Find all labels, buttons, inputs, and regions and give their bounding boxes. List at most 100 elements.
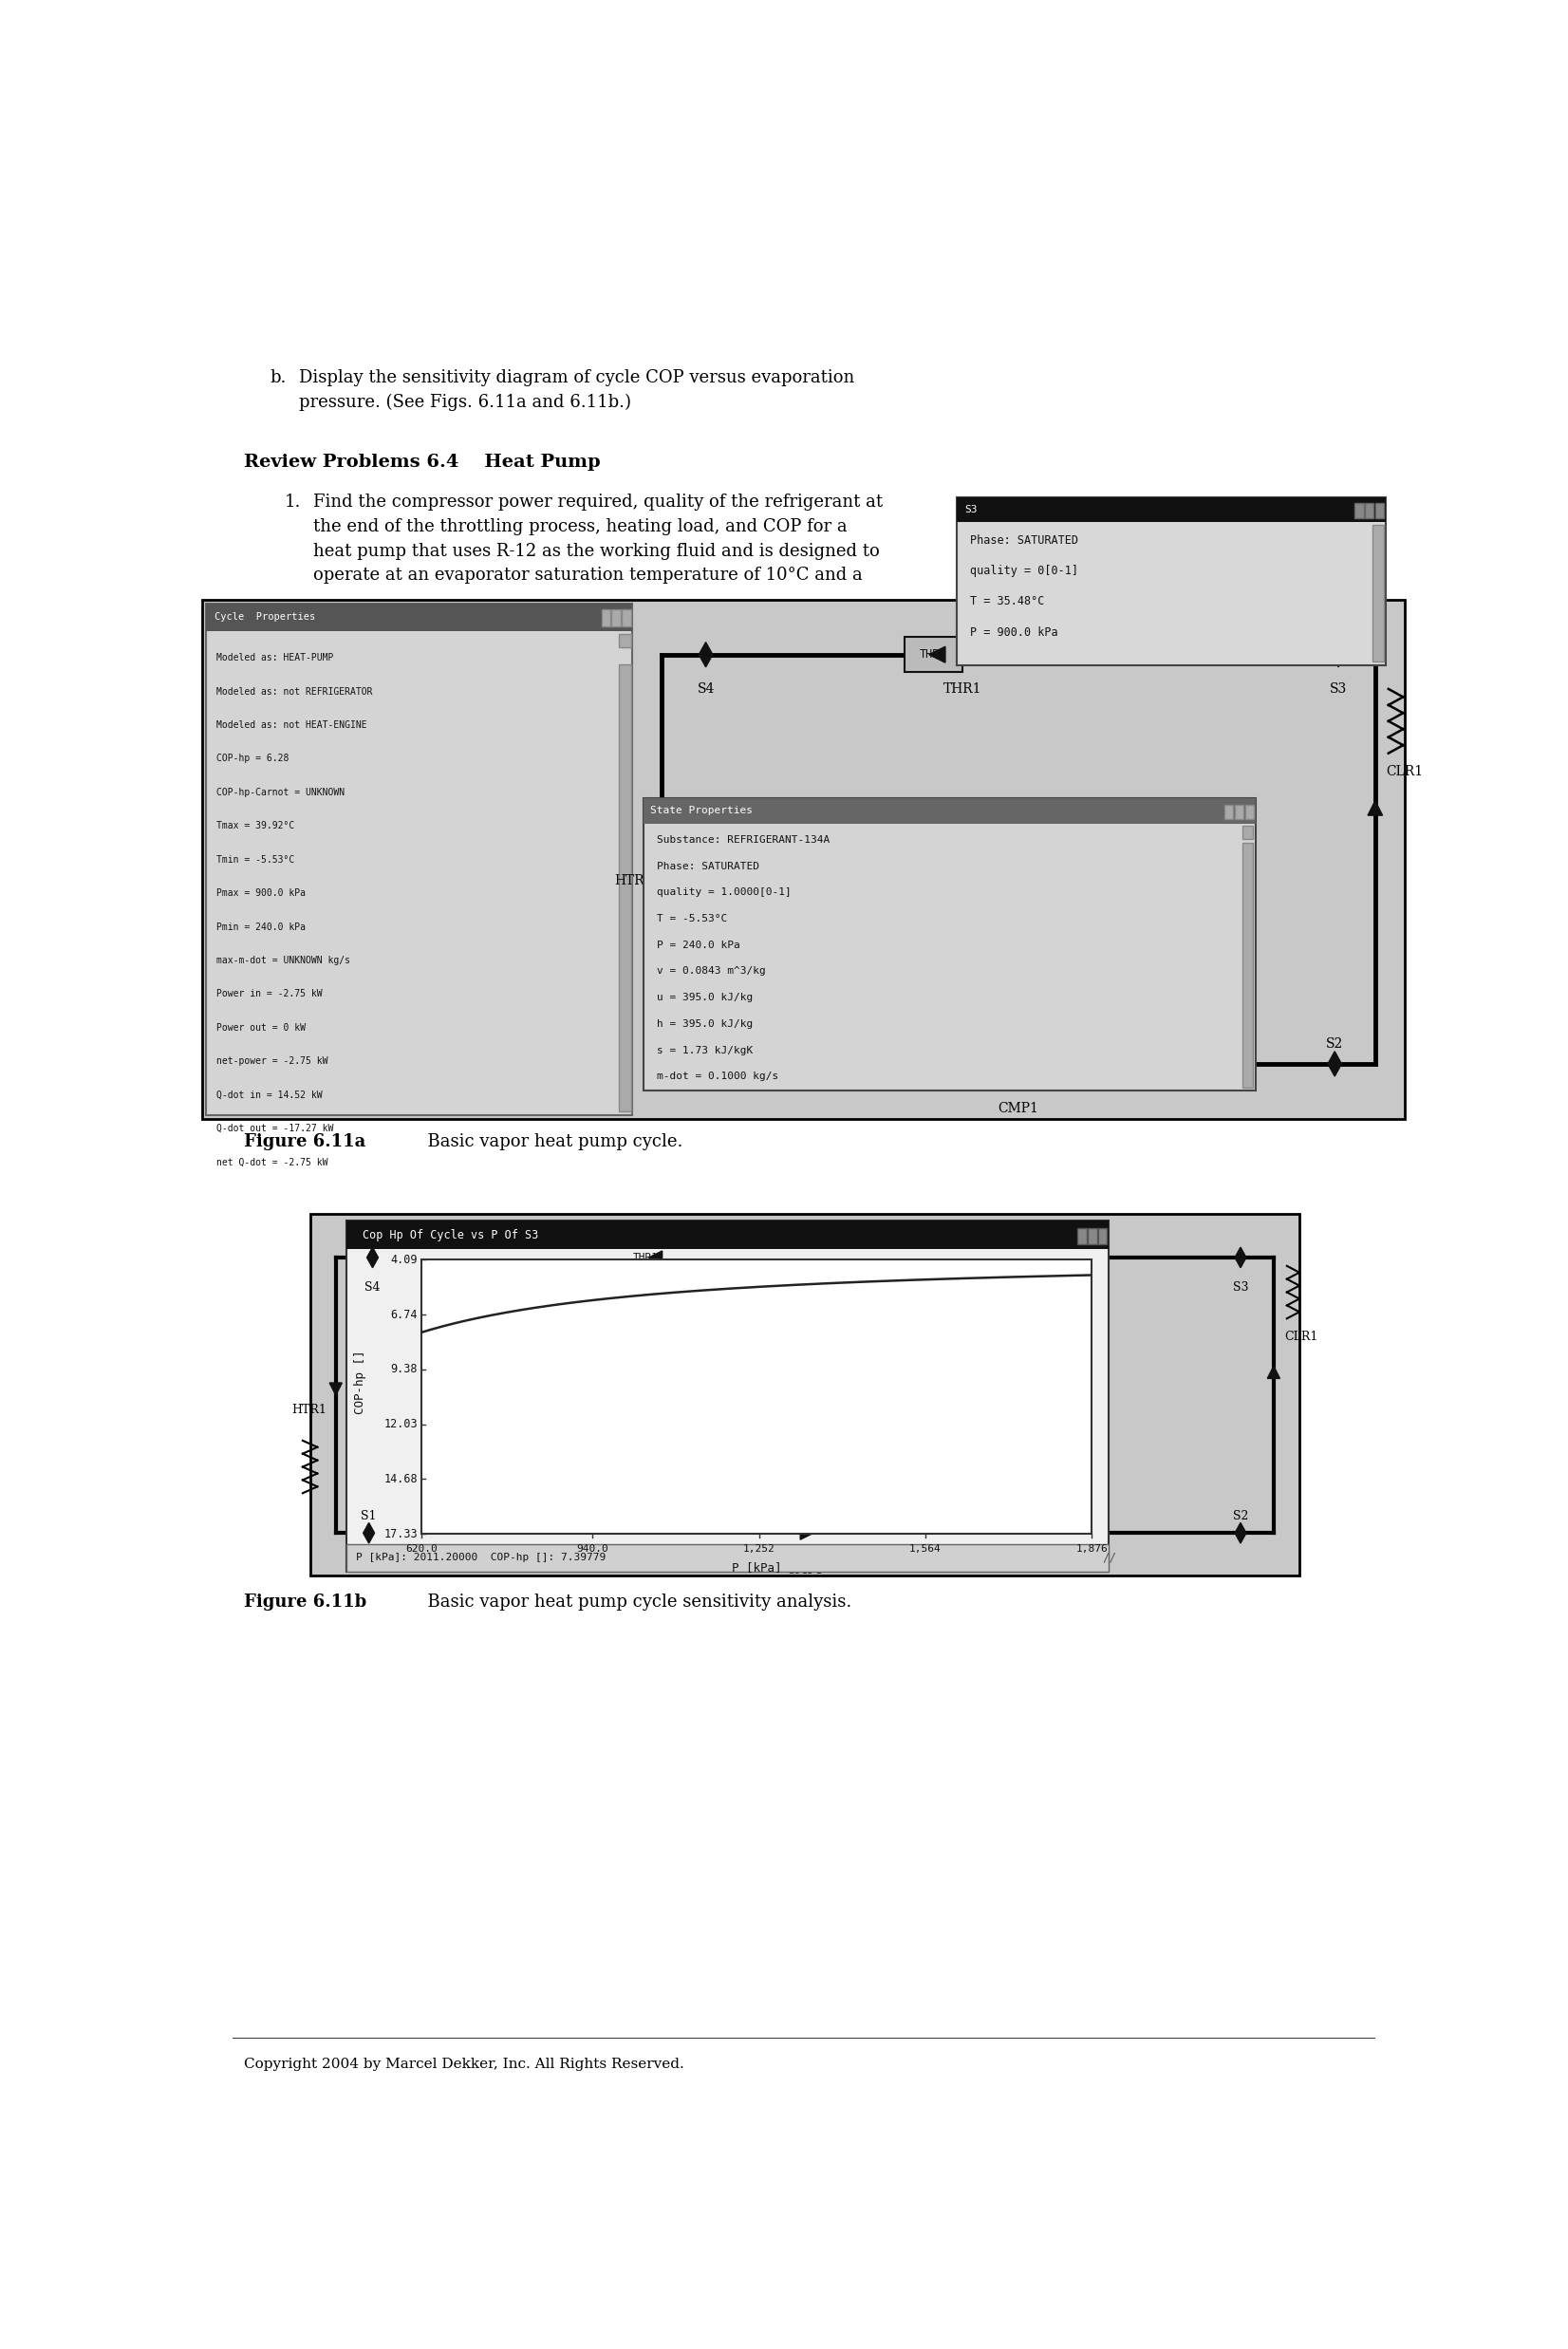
- Polygon shape: [364, 1522, 375, 1543]
- Bar: [347, 1543, 1109, 1571]
- Bar: [619, 665, 630, 1111]
- Bar: [347, 1221, 1109, 1571]
- Bar: [1234, 803, 1243, 820]
- Text: quality = 1.0000[0-1]: quality = 1.0000[0-1]: [657, 888, 790, 897]
- Text: P = 240.0 kPa: P = 240.0 kPa: [657, 940, 740, 949]
- Text: Basic vapor heat pump cycle sensitivity analysis.: Basic vapor heat pump cycle sensitivity …: [417, 1593, 851, 1611]
- Bar: [1242, 824, 1253, 839]
- Bar: [1088, 1229, 1098, 1245]
- Text: 1,564: 1,564: [909, 1543, 941, 1553]
- Text: Q-dot in = 14.52 kW: Q-dot in = 14.52 kW: [216, 1090, 323, 1099]
- Text: CLR1: CLR1: [1386, 766, 1424, 778]
- Text: Power out = 0 kW: Power out = 0 kW: [216, 1022, 306, 1034]
- Bar: [205, 604, 632, 632]
- Text: THR1: THR1: [942, 681, 982, 695]
- Bar: [347, 1221, 1109, 1250]
- Text: 940.0: 940.0: [577, 1543, 608, 1553]
- Text: 12.03: 12.03: [384, 1419, 417, 1431]
- Text: //: //: [1102, 1553, 1116, 1564]
- Polygon shape: [1236, 1247, 1247, 1268]
- Text: Modeled as: not HEAT-ENGINE: Modeled as: not HEAT-ENGINE: [216, 721, 367, 731]
- Polygon shape: [790, 1522, 820, 1548]
- Text: Pmin = 240.0 kPa: Pmin = 240.0 kPa: [216, 923, 306, 933]
- Text: T = 35.48°C: T = 35.48°C: [971, 594, 1044, 608]
- Text: 620.0: 620.0: [406, 1543, 437, 1553]
- Text: Q-dot out = -17.27 kW: Q-dot out = -17.27 kW: [216, 1123, 334, 1132]
- Polygon shape: [695, 1052, 709, 1076]
- Bar: [643, 799, 1256, 1090]
- Bar: [612, 608, 621, 627]
- Text: Modeled as: HEAT-PUMP: Modeled as: HEAT-PUMP: [216, 653, 334, 662]
- Bar: [622, 608, 630, 627]
- Bar: [619, 634, 630, 648]
- Polygon shape: [930, 646, 946, 662]
- Polygon shape: [329, 1384, 342, 1395]
- Polygon shape: [1267, 1367, 1279, 1379]
- Text: THR1: THR1: [665, 1280, 699, 1294]
- Text: Review Problems 6.4    Heat Pump: Review Problems 6.4 Heat Pump: [243, 453, 601, 470]
- Text: max-m-dot = UNKNOWN kg/s: max-m-dot = UNKNOWN kg/s: [216, 956, 350, 965]
- Text: Copyright 2004 by Marcel Dekker, Inc. All Rights Reserved.: Copyright 2004 by Marcel Dekker, Inc. Al…: [243, 2058, 684, 2072]
- Text: Modeled as: not REFRIGERATOR: Modeled as: not REFRIGERATOR: [216, 686, 373, 695]
- Bar: [905, 637, 963, 672]
- Bar: [205, 604, 632, 1116]
- Text: CMP1: CMP1: [999, 1102, 1038, 1116]
- Polygon shape: [1000, 1050, 1036, 1085]
- Text: m-dot = 0.1000 kg/s: m-dot = 0.1000 kg/s: [657, 1071, 778, 1081]
- Text: CMP1: CMP1: [786, 1564, 823, 1576]
- Text: THR1: THR1: [632, 1252, 659, 1261]
- Polygon shape: [1367, 801, 1383, 815]
- Text: Phase: SATURATED: Phase: SATURATED: [971, 533, 1079, 547]
- Text: S2: S2: [1232, 1510, 1248, 1522]
- Text: COP-hp []: COP-hp []: [354, 1351, 367, 1414]
- Bar: [956, 498, 1386, 665]
- Bar: [1375, 503, 1385, 517]
- Bar: [643, 799, 1256, 824]
- Text: THR1: THR1: [919, 648, 947, 660]
- Polygon shape: [1236, 1522, 1247, 1543]
- Text: 9.38: 9.38: [390, 1362, 417, 1377]
- Bar: [1245, 803, 1254, 820]
- Bar: [1355, 503, 1364, 517]
- Text: quality = 0[0-1]: quality = 0[0-1]: [971, 564, 1079, 578]
- Polygon shape: [1013, 1055, 1030, 1071]
- Bar: [1366, 503, 1374, 517]
- Text: S3: S3: [1232, 1280, 1248, 1294]
- Text: P [kPa]: 2011.20000  COP-hp []: 7.39779: P [kPa]: 2011.20000 COP-hp []: 7.39779: [356, 1553, 605, 1562]
- Text: 6.74: 6.74: [390, 1308, 417, 1320]
- Text: Tmin = -5.53°C: Tmin = -5.53°C: [216, 855, 295, 864]
- Bar: [1077, 1229, 1087, 1245]
- Text: Find the compressor power required, quality of the refrigerant at
the end of the: Find the compressor power required, qual…: [314, 493, 883, 585]
- Text: S3: S3: [964, 505, 977, 514]
- Polygon shape: [1328, 1052, 1342, 1076]
- Text: Power in = -2.75 kW: Power in = -2.75 kW: [216, 989, 323, 998]
- Text: State Properties: State Properties: [651, 806, 753, 815]
- Text: s = 1.73 kJ/kgK: s = 1.73 kJ/kgK: [657, 1045, 753, 1055]
- Text: b.: b.: [270, 369, 285, 388]
- Text: 1,252: 1,252: [743, 1543, 775, 1553]
- Polygon shape: [649, 1252, 662, 1264]
- Text: S4: S4: [365, 1280, 381, 1294]
- Text: HTR1: HTR1: [615, 874, 652, 888]
- Text: Figure 6.11b: Figure 6.11b: [243, 1593, 367, 1611]
- Text: Cop Hp Of Cycle vs P Of S3: Cop Hp Of Cycle vs P Of S3: [362, 1229, 539, 1240]
- Text: 17.33: 17.33: [384, 1527, 417, 1541]
- Text: COP-hp = 6.28: COP-hp = 6.28: [216, 754, 289, 763]
- Polygon shape: [367, 1247, 378, 1268]
- Text: P [kPa]: P [kPa]: [732, 1562, 782, 1574]
- Text: S1: S1: [361, 1510, 376, 1522]
- Text: Basic vapor heat pump cycle.: Basic vapor heat pump cycle.: [417, 1132, 682, 1151]
- Polygon shape: [800, 1527, 814, 1539]
- Text: Phase: SATURATED: Phase: SATURATED: [657, 862, 759, 871]
- Text: Figure 6.11a: Figure 6.11a: [243, 1132, 365, 1151]
- Text: 1.: 1.: [284, 493, 301, 510]
- Text: h = 395.0 kJ/kg: h = 395.0 kJ/kg: [657, 1019, 753, 1029]
- Text: T = -5.53°C: T = -5.53°C: [657, 914, 728, 923]
- Bar: [202, 599, 1405, 1118]
- Text: P = 900.0 kPa: P = 900.0 kPa: [971, 627, 1058, 639]
- Bar: [956, 498, 1386, 521]
- Text: S1: S1: [693, 1038, 710, 1050]
- Text: S4: S4: [698, 681, 715, 695]
- Bar: [1242, 843, 1253, 1088]
- Bar: [422, 1259, 1091, 1534]
